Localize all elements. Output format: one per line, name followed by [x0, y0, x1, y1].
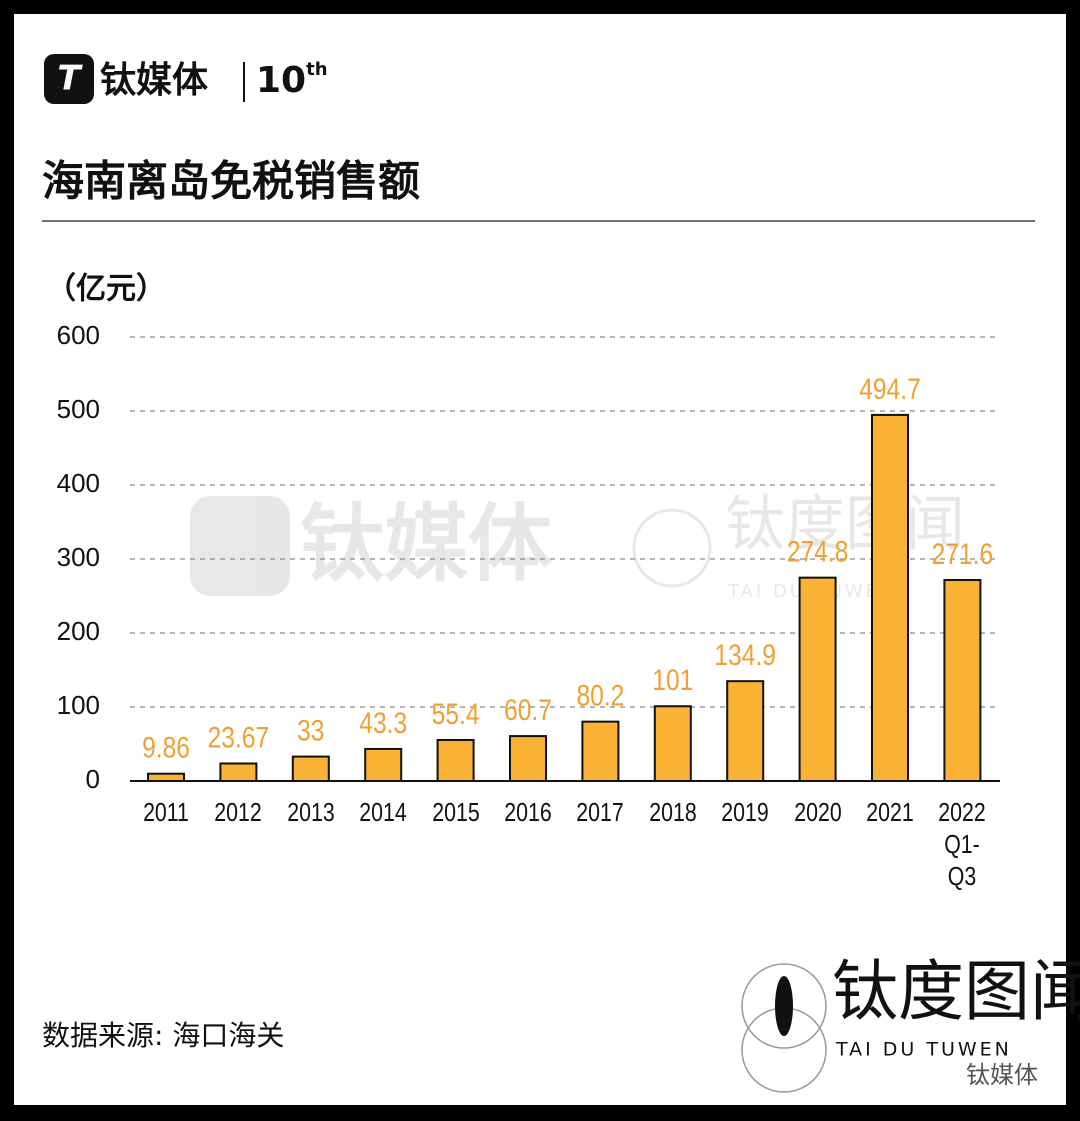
- bar: [943, 579, 982, 782]
- watermark-brand: 钛媒体: [300, 495, 552, 593]
- value-label: 274.8: [787, 534, 849, 568]
- y-tick-label: 300: [57, 542, 100, 572]
- y-tick-label: 500: [57, 394, 100, 424]
- y-tick-label: 100: [57, 690, 100, 720]
- bar: [436, 739, 475, 783]
- x-tick-label: 2019: [721, 797, 769, 827]
- x-tick-label: 2022 Q1-Q3: [938, 797, 987, 891]
- x-tick-label: 2020: [793, 797, 842, 827]
- bar: [364, 747, 403, 783]
- value-label: 271.6: [932, 537, 994, 571]
- bar: [726, 680, 765, 783]
- watermark-eye: [632, 508, 712, 588]
- chart-title: 海南离岛免税销售额: [42, 157, 420, 206]
- footer-studio-en: TAI DU TUWEN: [835, 1039, 1012, 1061]
- bar: [798, 576, 837, 783]
- bar: [291, 755, 330, 783]
- x-tick-label: 2011: [143, 797, 189, 827]
- bar: [653, 705, 692, 783]
- x-tick-label: 2016: [504, 797, 552, 827]
- logo-glyph: T: [57, 59, 83, 99]
- value-label: 101: [652, 663, 693, 697]
- x-tick-label: 2014: [359, 797, 407, 827]
- bar: [581, 720, 620, 782]
- bar: [219, 762, 258, 782]
- y-tick-label: 400: [57, 468, 100, 498]
- y-tick-label: 0: [86, 764, 100, 794]
- watermark-studio: 钛度图闻: [725, 490, 965, 560]
- brand: 钛媒体: [100, 60, 208, 101]
- logo-icon: [44, 54, 94, 104]
- watermark: 钛媒体 钛度图闻 TAI DU TUWEN: [190, 490, 965, 602]
- source: 数据来源: 海口海关: [42, 1019, 284, 1052]
- x-tick-label: 2021: [866, 797, 914, 827]
- footer-circle: [741, 963, 827, 1049]
- footer-eye: [775, 976, 793, 1036]
- wechat-name: 钛媒体: [966, 1061, 1038, 1089]
- value-label: 23.67: [208, 720, 270, 754]
- x-tick-label: 2018: [649, 797, 697, 827]
- bar: [509, 735, 547, 782]
- value-label: 494.7: [859, 372, 921, 406]
- value-label: 80.2: [576, 678, 624, 712]
- y-tick-label: 600: [57, 320, 100, 350]
- footer-studio: 钛度图闻: [832, 953, 1080, 1030]
- bar: [871, 413, 909, 782]
- value-label: 9.86: [142, 730, 190, 764]
- watermark-icon: [190, 496, 290, 596]
- value-label: 55.4: [432, 697, 480, 731]
- x-tick-label: 2017: [576, 797, 625, 827]
- y-axis-label: （亿元）: [46, 272, 166, 307]
- y-tick-label: 200: [57, 616, 100, 646]
- value-label: 43.3: [359, 706, 407, 740]
- x-tick-label: 2013: [287, 797, 335, 827]
- value-label: 33: [297, 713, 324, 747]
- value-label: 60.7: [504, 693, 552, 727]
- bar: [147, 772, 185, 783]
- value-label: 134.9: [714, 638, 776, 672]
- x-tick-label: 2012: [214, 797, 263, 827]
- x-tick-label: 2015: [431, 797, 480, 827]
- anniversary: 10th: [256, 59, 328, 101]
